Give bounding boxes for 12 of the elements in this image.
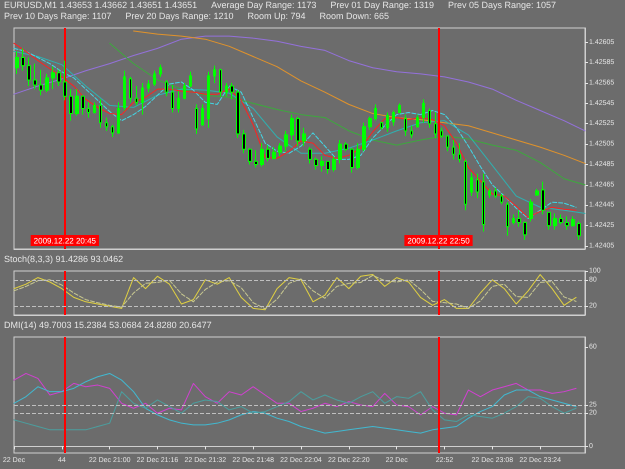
text: Room Up: 794 — [247, 11, 306, 22]
ref-line-label: 2009.12.22 20:45 — [34, 236, 97, 246]
text: Prev 01 Day Range: 1319 — [330, 0, 434, 11]
text: Prev 20 Days Range: 1210 — [125, 11, 234, 22]
text: Prev 10 Days Range: 1107 — [4, 11, 112, 22]
text: Room Down: 665 — [320, 11, 390, 22]
chart-title: DMI(14) 49.7003 15.2384 53.0684 24.8280 20.6477 — [4, 320, 212, 330]
chart-title: Stoch(8,3,3) 91.4286 93.0462 — [4, 254, 124, 264]
ref-line-label: 2009.12.22 22:50 — [407, 236, 470, 246]
chart-title: EURUSD,M1 1.43653 1.43662 1.43651 1.43651 — [4, 0, 198, 11]
text: Average Day Range: 1173 — [211, 0, 316, 11]
text: Prev 05 Days Range: 1057 — [448, 0, 556, 11]
